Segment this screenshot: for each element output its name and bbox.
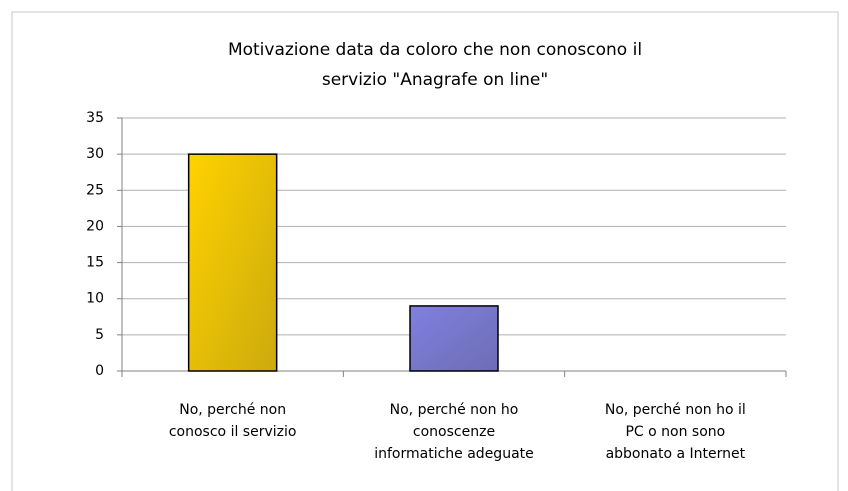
y-tick-label: 35	[86, 110, 104, 126]
chart-title: Motivazione data da coloro che non conos…	[228, 40, 642, 90]
y-tick-label: 30	[86, 146, 104, 162]
y-tick-label: 20	[86, 218, 104, 234]
chart-frame	[11, 11, 839, 491]
bar	[409, 305, 499, 372]
bar	[187, 153, 278, 372]
y-tick-label: 10	[86, 291, 104, 307]
y-tick-label: 25	[86, 182, 104, 198]
x-tick-label: No, perché non conosco il servizio	[169, 402, 297, 440]
y-tick-label: 15	[86, 255, 104, 271]
y-tick-label: 0	[95, 363, 104, 379]
y-tick-label: 5	[95, 327, 104, 343]
x-tick-label: No, perché non ho il PC o non sono abbonat…	[605, 402, 746, 462]
x-tick-label: No, perché non ho conoscenze informatiche …	[374, 402, 534, 462]
